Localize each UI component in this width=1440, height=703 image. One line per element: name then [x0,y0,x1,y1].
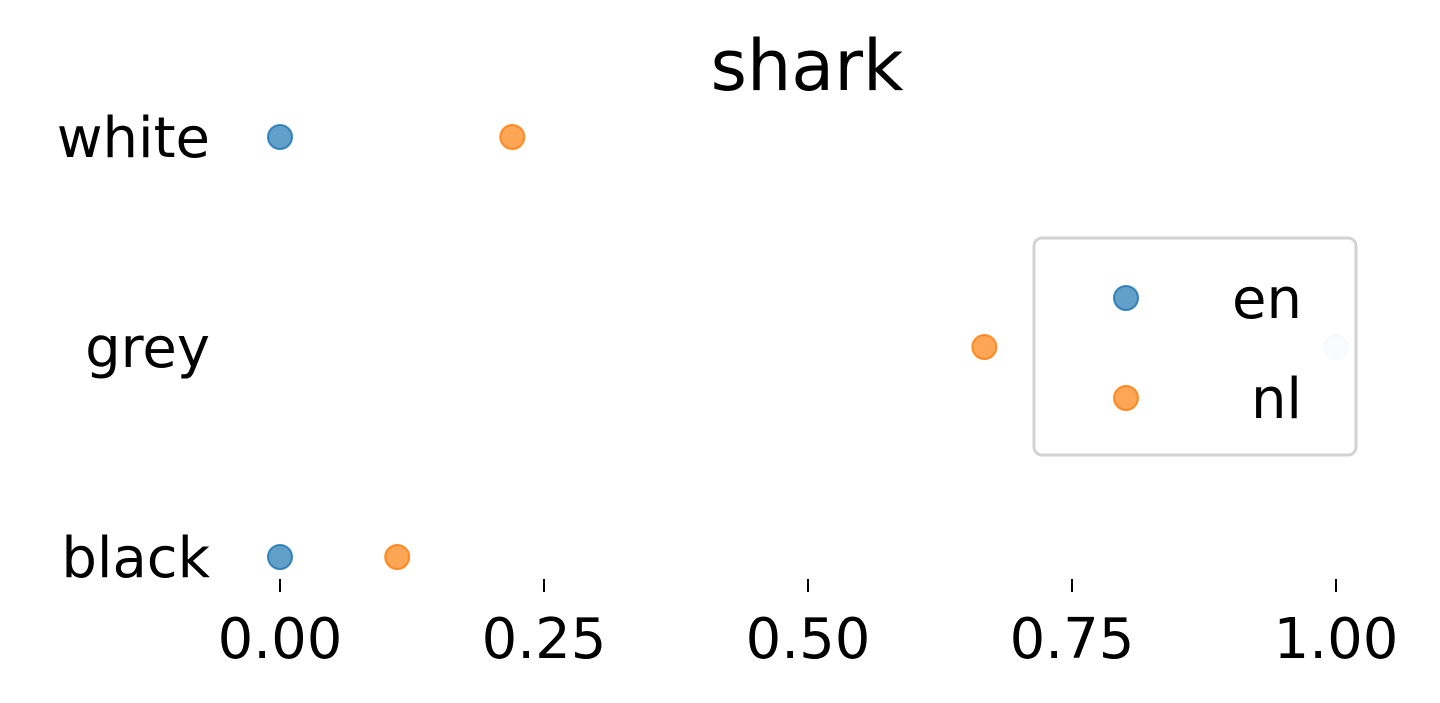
legend-label-nl: nl [1251,367,1302,432]
point-en-black [267,544,293,570]
x-tick-label: 1.00 [1274,607,1399,672]
point-nl-white [499,124,526,150]
x-tick-label: 0.50 [746,607,871,672]
legend-box [1032,236,1358,457]
chart-title: shark [710,25,904,107]
x-tick-label: 0.00 [218,607,343,672]
point-nl-black [384,544,411,570]
legend-label-en: en [1232,267,1302,332]
x-tick-label: 0.75 [1010,607,1135,672]
x-axis: 0.00 0.25 0.50 0.75 1.00 [218,579,1399,672]
legend-marker-nl [1113,385,1139,411]
y-tick-label-grey: grey [85,316,210,381]
legend: en nl [1032,236,1358,457]
point-en-white [267,124,293,150]
y-tick-label-white: white [57,106,210,171]
legend-marker-en [1113,285,1139,311]
plot-area [267,124,1349,570]
y-tick-label-black: black [61,526,210,591]
y-axis: white grey black [57,106,211,591]
point-nl-grey [971,334,998,360]
x-tick-label: 0.25 [482,607,607,672]
